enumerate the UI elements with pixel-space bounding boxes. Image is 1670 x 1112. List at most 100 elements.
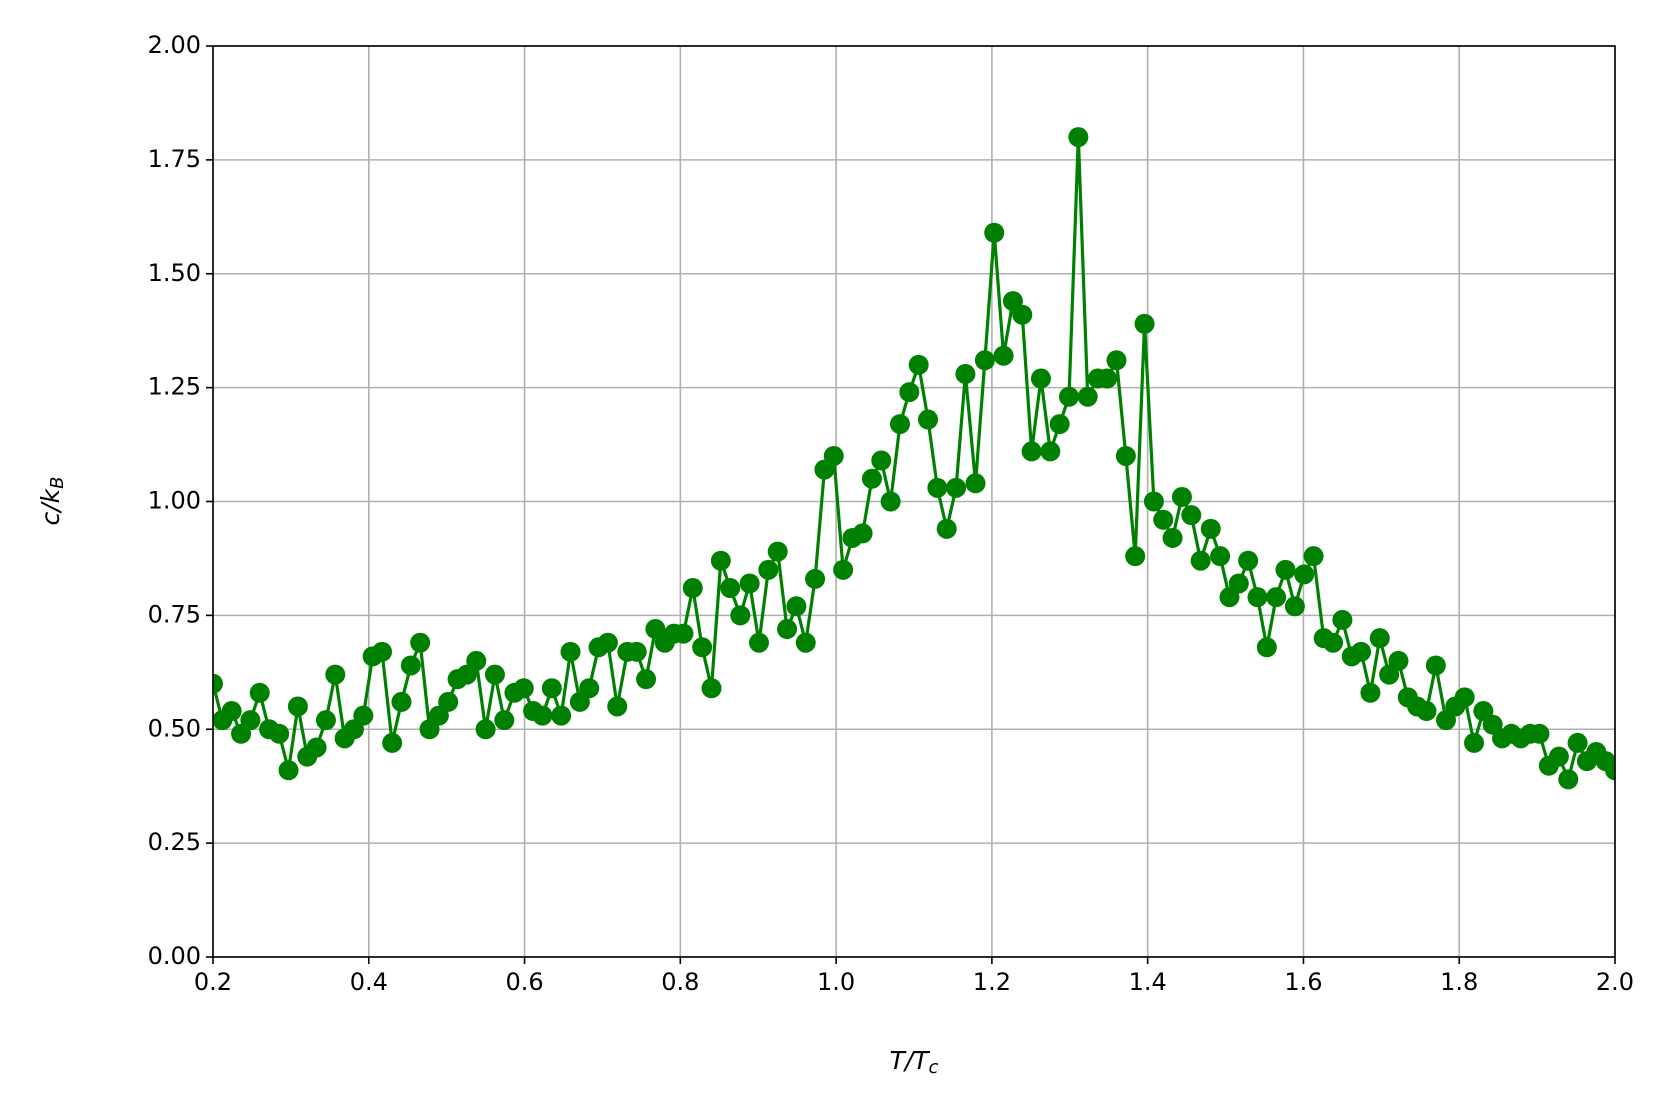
data-point: [682, 578, 703, 599]
data-point: [1012, 304, 1033, 325]
data-point: [1323, 632, 1344, 653]
data-point: [410, 632, 431, 653]
data-point: [767, 541, 788, 562]
data-point: [513, 678, 534, 699]
x-tick-label: 0.4: [350, 968, 388, 996]
data-point: [249, 682, 270, 703]
data-point: [777, 619, 798, 640]
data-point: [1040, 441, 1061, 462]
y-axis-label: c/kB: [36, 476, 68, 525]
data-point: [833, 559, 854, 580]
y-label-main: c/k: [36, 487, 65, 525]
data-point: [1605, 760, 1615, 781]
data-point: [626, 641, 647, 662]
data-point: [466, 650, 487, 671]
data-point: [965, 473, 986, 494]
data-point: [1210, 546, 1231, 567]
grid: [212, 45, 1616, 958]
data-point: [1454, 687, 1475, 708]
x-label-main: T/T: [890, 1046, 931, 1075]
x-tick-label: 0.2: [194, 968, 232, 996]
data-point: [692, 637, 713, 658]
data-point: [541, 678, 562, 699]
y-tick-label: 0.25: [148, 828, 201, 856]
data-point: [899, 382, 920, 403]
data-point: [1077, 386, 1098, 407]
y-tick-label: 1.50: [148, 259, 201, 287]
data-point: [823, 445, 844, 466]
data-point: [908, 354, 929, 375]
data-point: [278, 760, 299, 781]
data-point: [1294, 564, 1315, 585]
data-point: [325, 664, 346, 685]
data-point: [749, 632, 770, 653]
x-tick-label: 1.8: [1440, 968, 1478, 996]
x-tick-label: 1.6: [1284, 968, 1322, 996]
x-tick-label: 1.4: [1129, 968, 1167, 996]
data-point: [287, 696, 308, 717]
data-point: [786, 596, 807, 617]
data-point: [1567, 732, 1588, 753]
data-point: [936, 518, 957, 539]
data-point: [852, 523, 873, 544]
x-tick-label: 0.6: [505, 968, 543, 996]
data-point: [1529, 723, 1550, 744]
data-point: [306, 737, 327, 758]
data-point: [597, 632, 618, 653]
data-point: [532, 705, 553, 726]
data-point: [739, 573, 760, 594]
data-point: [1030, 368, 1051, 389]
data-point: [1360, 682, 1381, 703]
data-point: [1464, 732, 1485, 753]
x-tick-label: 1.2: [973, 968, 1011, 996]
data-point: [607, 696, 628, 717]
ticks: 0.2 0.4 0.6 0.8 1.0 1.2 1.4 1.6 1.8 2.0 0.00 0.25 0.…: [148, 31, 1635, 996]
data-point: [1058, 386, 1079, 407]
data-point: [871, 450, 892, 471]
data-point: [475, 719, 496, 740]
y-tick-label: 0.00: [148, 942, 201, 970]
data-point: [1275, 559, 1296, 580]
data-point: [1558, 769, 1579, 790]
data-point: [1332, 609, 1353, 630]
y-tick-label: 1.75: [148, 145, 201, 173]
data-point: [1115, 445, 1136, 466]
x-tick-label: 0.8: [661, 968, 699, 996]
y-tick-label: 0.50: [148, 714, 201, 742]
data-point: [993, 345, 1014, 366]
data-point: [758, 559, 779, 580]
x-label-sub: c: [929, 1057, 939, 1078]
data-point: [918, 409, 939, 430]
data-point: [400, 655, 421, 676]
data-point: [213, 673, 223, 694]
data-point: [1388, 650, 1409, 671]
x-axis-label: T/Tc: [890, 1046, 939, 1078]
data-point: [673, 623, 694, 644]
data-point: [974, 350, 995, 371]
data-point: [1106, 350, 1127, 371]
data-point: [494, 710, 515, 731]
data-point: [1190, 550, 1211, 571]
data-point: [1548, 746, 1569, 767]
data-point: [1369, 628, 1390, 649]
data-point: [382, 732, 403, 753]
data-point: [861, 468, 882, 489]
data-point: [701, 678, 722, 699]
data-point: [1153, 509, 1174, 530]
data-point: [353, 705, 374, 726]
data-point: [946, 477, 967, 498]
data-point: [221, 701, 242, 722]
x-tick-label: 1.0: [817, 968, 855, 996]
data-point: [1162, 527, 1183, 548]
data-point: [551, 705, 572, 726]
data-point: [372, 641, 393, 662]
data-point: [889, 414, 910, 435]
data-point: [484, 664, 505, 685]
data-point: [805, 568, 826, 589]
data-point: [1351, 641, 1372, 662]
data-point: [560, 641, 581, 662]
data-point: [1125, 546, 1146, 567]
data-point: [1303, 546, 1324, 567]
data-point: [1143, 491, 1164, 512]
